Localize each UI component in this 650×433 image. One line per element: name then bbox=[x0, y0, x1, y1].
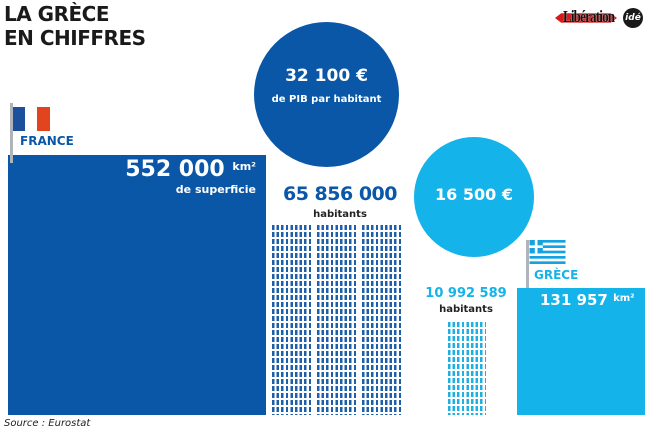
greece-population-pictogram bbox=[448, 322, 486, 415]
title-line-1: LA GRÈCE bbox=[4, 2, 110, 26]
people-icon bbox=[362, 225, 403, 415]
people-icon bbox=[448, 322, 486, 415]
greece-gdp-value: 16 500 € bbox=[435, 185, 513, 204]
logo-badge: idé bbox=[623, 8, 643, 28]
france-area-caption: de superficie bbox=[175, 183, 256, 196]
greece-area-value: 131 957 km² bbox=[540, 291, 635, 309]
france-label: FRANCE bbox=[20, 134, 74, 148]
logo-brand: Libération bbox=[563, 6, 615, 27]
source-note: Source : Eurostat bbox=[4, 418, 91, 429]
france-gdp-circle bbox=[254, 22, 399, 167]
france-population-pictogram bbox=[272, 225, 404, 415]
france-gdp-value: 32 100 € bbox=[285, 66, 368, 86]
france-population-value: 65 856 000 bbox=[283, 183, 398, 205]
logo-banner-icon bbox=[555, 13, 617, 23]
liberation-logo: Libération idé bbox=[555, 6, 645, 30]
greece-gdp-circle bbox=[414, 137, 534, 257]
france-flag-icon-white bbox=[25, 107, 37, 131]
france-flag-icon bbox=[13, 107, 25, 131]
greece-flag-icon bbox=[529, 240, 566, 264]
greece-area-unit: km² bbox=[613, 293, 635, 304]
title-line-2: EN CHIFFRES bbox=[4, 26, 146, 50]
france-area-unit: km² bbox=[232, 160, 256, 173]
france-population-caption: habitants bbox=[313, 209, 367, 220]
greece-label: GRÈCE bbox=[534, 268, 579, 282]
greece-area-square bbox=[517, 288, 645, 415]
france-flag-icon-red bbox=[37, 107, 50, 131]
greece-flag-pole-icon bbox=[526, 240, 529, 302]
france-flag-pole-icon bbox=[10, 103, 13, 163]
france-area-value: 552 000 km² bbox=[125, 157, 256, 182]
france-gdp-caption: de PIB par habitant bbox=[271, 94, 382, 105]
greece-area-number: 131 957 bbox=[540, 291, 608, 309]
france-area-square bbox=[8, 155, 266, 415]
france-area-number: 552 000 bbox=[125, 157, 225, 182]
greece-population-value: 10 992 589 bbox=[425, 286, 507, 301]
people-icon bbox=[317, 225, 358, 415]
page-title: LA GRÈCE EN CHIFFRES bbox=[4, 2, 146, 50]
people-icon bbox=[272, 225, 313, 415]
greece-population-caption: habitants bbox=[439, 304, 493, 315]
